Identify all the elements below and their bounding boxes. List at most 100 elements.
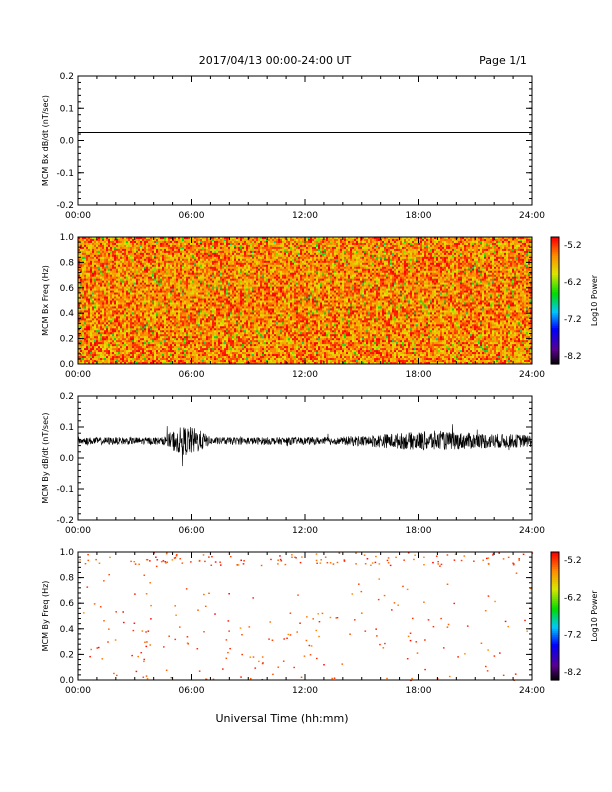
bx-spectrogram-cell [104,312,107,315]
bx-spectrogram-cell [202,298,205,301]
bx-spectrogram-cell [174,264,177,268]
bx-spectrogram-cell [176,272,179,276]
bx-spectrogram-cell [134,282,137,285]
bx-spectrogram-cell [220,360,223,363]
bx-spectrogram-cell [88,308,91,311]
bx-spectrogram-cell [152,308,155,311]
bx-spectrogram-cell [88,354,91,357]
bx-spectrogram-cell [160,286,163,289]
bx-spectrogram-cell [182,322,185,325]
bx-spectrogram-cell [160,237,163,240]
bx-spectrogram-cell [142,316,145,319]
bx-spectrogram-cell [132,268,135,272]
bx-spectrogram-cell [204,358,207,361]
bx-spectrogram-cell [114,320,117,323]
bx-spectrogram-cell [172,274,175,277]
bx-spectrogram-cell [224,256,227,260]
bx-spectrogram-cell [90,314,93,317]
bx-spectrogram-cell [172,316,175,319]
bx-spectrogram-cell [122,250,125,254]
bx-spectrogram-cell [104,272,107,276]
bx-spectrogram-cell [208,334,211,337]
bx-spectrogram-cell [102,348,105,351]
bx-spectrogram-cell [188,354,191,357]
bx-spectrogram-cell [108,316,111,319]
bx-spectrogram-cell [98,298,101,301]
bx-spectrogram-cell [226,238,229,242]
bx-spectrogram-cell [84,284,87,287]
bx-spectrogram-cell [222,298,225,301]
bx-spectrogram-cell [118,322,121,325]
bx-spectrogram-cell [126,272,129,276]
bx-spectrogram-cell [120,280,123,283]
bx-spectrogram-cell [84,256,87,260]
bx-spectrogram-cell [162,250,165,254]
bx-spectrogram-cell [78,298,81,301]
bx-spectrogram-cell [160,244,163,248]
bx-spectrogram-cell [124,266,127,270]
bx-spectrogram-cell [224,316,227,319]
bx-spectrogram-cell [172,348,175,351]
bx-spectrogram-cell [112,360,115,363]
bx-spectrogram-cell [122,270,125,274]
bx-spectrogram-cell [132,262,135,266]
bx-spectrogram-cell [224,284,227,287]
bx-spectrogram-cell [184,308,187,311]
bx-spectrogram-cell [84,360,87,363]
bx-spectrogram-cell [168,326,171,329]
bx-spectrogram-cell [118,302,121,305]
bx-spectrogram-cell [152,260,155,264]
bx-spectrogram-cell [120,294,123,297]
bx-spectrogram-cell [180,244,183,248]
bx-spectrogram-cell [82,356,85,359]
bx-spectrogram-cell [106,278,109,281]
bx-spectrogram-cell [156,332,159,335]
bx-spectrogram-cell [138,348,141,351]
bx-spectrogram-cell [200,322,203,325]
bx-spectrogram-cell [210,310,213,313]
bx-spectrogram-cell [98,296,101,299]
bx-spectrogram-cell [122,362,125,365]
bx-spectrogram-cell [106,242,109,246]
bx-spectrogram-cell [192,342,195,345]
bx-spectrogram-cell [160,310,163,313]
bx-spectrogram-cell [172,258,175,262]
bx-spectrogram-cell [214,362,217,365]
bx-spectrogram-cell [216,268,219,272]
bx-spectrogram-cell [156,342,159,345]
bx-spectrogram-cell [204,270,207,274]
bx-spectrogram-cell [176,262,179,266]
bx-spectrogram-cell [88,240,91,244]
bx-spectrogram-cell [198,324,201,327]
bx-spectrogram-cell [126,258,129,262]
bx-spectrogram-cell [174,240,177,244]
bx-spectrogram-cell [132,328,135,331]
bx-spectrogram-cell [198,348,201,351]
bx-spectrogram-cell [204,262,207,266]
bx-spectrogram-cell [142,356,145,359]
bx-spectrogram-cell [108,328,111,331]
bx-spectrogram-cell [198,290,201,293]
bx-spectrogram-cell [182,238,185,242]
bx-spectrogram-cell [122,356,125,359]
bx-spectrogram-cell [202,237,205,240]
bx-spectrogram-cell [216,286,219,289]
bx-spectrogram-cell [214,342,217,345]
bx-spectrogram-cell [192,360,195,363]
bx-spectrogram-cell [196,336,199,339]
bx-spectrogram-cell [110,306,113,309]
bx-spectrogram-cell [116,332,119,335]
bx-spectrogram-cell [188,300,191,303]
bx-spectrogram-cell [98,290,101,293]
bx-spectrogram-cell [224,250,227,254]
bx-spectrogram-cell [114,250,117,254]
bx-spectrogram-cell [146,342,149,345]
bx-spectrogram-cell [116,262,119,266]
bx-spectrogram-cell [192,290,195,293]
bx-spectrogram-cell [94,262,97,266]
bx-spectrogram-cell [228,356,231,359]
bx-spectrogram-cell [228,270,231,274]
bx-spectrogram-cell [148,312,151,315]
bx-spectrogram-cell [228,266,231,270]
bx-spectrogram-cell [200,358,203,361]
